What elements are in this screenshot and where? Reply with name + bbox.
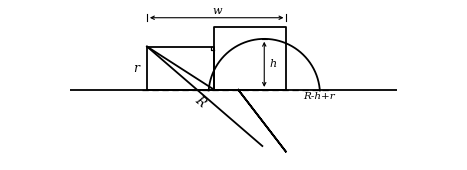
Text: r: r — [133, 62, 139, 75]
Text: w: w — [212, 6, 221, 16]
Text: R-h+r: R-h+r — [303, 92, 334, 101]
Text: h: h — [269, 59, 276, 69]
Text: R: R — [192, 93, 208, 109]
